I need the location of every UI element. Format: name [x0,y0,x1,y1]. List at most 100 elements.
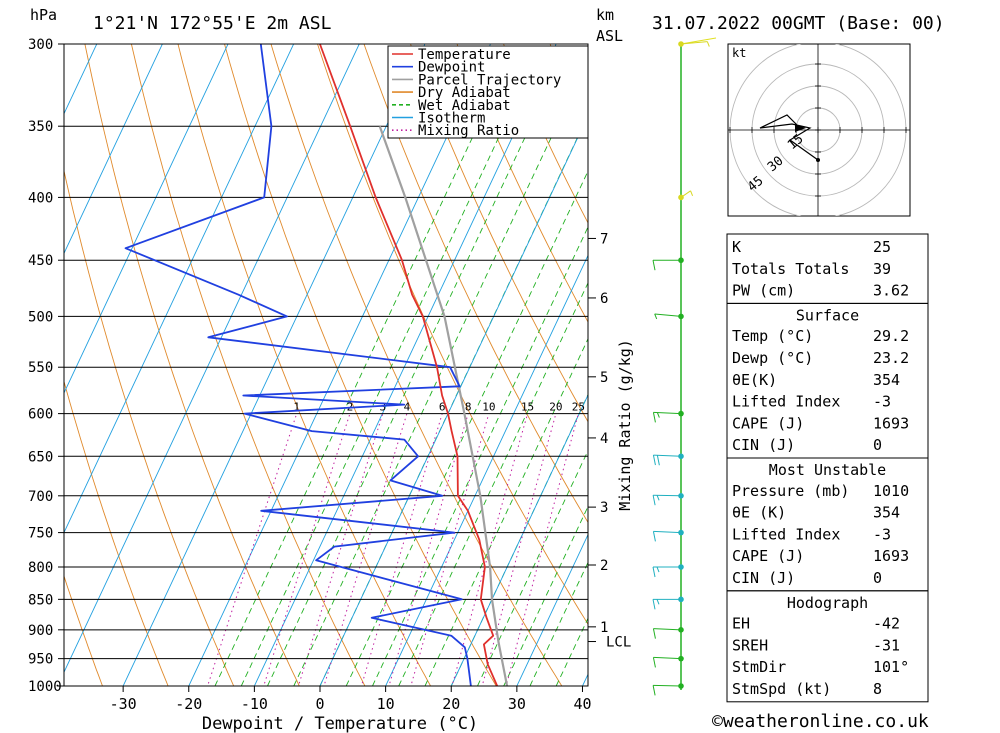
isotherm [64,44,295,534]
mixing-ratio-label: 10 [482,401,495,414]
wet-adiabat [529,561,588,686]
mixing-ratio-line [360,413,443,686]
barb-shaft [680,190,691,198]
table-value: 354 [873,371,900,389]
isotherm [64,44,98,115]
mixing-ratio-label: 20 [549,401,562,414]
pressure-tick-label: 400 [28,190,53,206]
barb-station [678,410,684,417]
table-value: 101° [873,658,909,676]
height-unit-asl: ASL [596,27,623,45]
barb-shaft [654,313,682,317]
x-tick-label: -20 [175,695,202,713]
table-label: StmDir [732,658,786,676]
table-value: 1693 [873,547,909,565]
table-label: K [732,238,741,256]
table-section-title: Hodograph [787,594,868,612]
pressure-tick-label: 850 [28,592,53,608]
km-tick-label: 6 [600,291,608,307]
table-label: Dewp (°C) [732,349,813,367]
hodograph-trace [759,114,819,161]
mixing-ratio-line [451,413,529,686]
barb-flag [652,495,656,506]
legend-label: Dewpoint [418,60,485,76]
mixing-ratio-label: 6 [439,401,446,414]
table-label: CIN (J) [732,436,795,454]
x-tick-label: -10 [241,695,268,713]
dry-adiabat [317,44,588,626]
km-tick-label: LCL [606,635,631,651]
barb-flag [690,190,694,197]
table-value: 25 [873,238,891,256]
barb-flag [656,455,660,466]
legend-label: Dry Adiabat [418,85,511,101]
barb-shaft [653,530,682,534]
table-label: StmSpd (kt) [732,680,831,698]
table-value: 3.62 [873,282,909,300]
km-tick-label: 1 [600,620,608,636]
barb-flag [656,412,660,418]
barb-shaft [653,656,682,660]
legend-label: Wet Adiabat [418,98,511,114]
barb-flag [706,41,710,47]
table-section-title: Surface [796,306,859,324]
barb-flag [652,657,656,668]
km-tick-label: 7 [600,231,608,247]
hodograph-end [816,158,820,162]
isotherm [64,44,163,255]
indices-table: K 25 Totals Totals 39 PW (cm) 3.62 Surface Temp… [726,233,929,703]
height-unit-km: km [596,6,614,24]
dry-adiabat [503,44,588,224]
table-label: SREH [732,636,768,654]
table-section-title: Most Unstable [769,461,886,479]
mixing-ratio-line [388,413,469,686]
legend-label: Temperature [418,47,511,63]
copyright: ©weatheronline.co.uk [712,711,929,732]
km-tick-label: 2 [600,558,608,574]
table-value: 1010 [873,482,909,500]
mixing-ratio-line [297,413,384,686]
barb-flag [652,531,656,542]
barb-flag [652,260,656,271]
table-label: Lifted Index [732,393,840,411]
storm-motion-marker [795,124,806,132]
table-label: Pressure (mb) [732,482,849,500]
isotherm [122,44,426,686]
km-tick-label: 4 [600,431,608,447]
table-box [726,590,929,703]
x-tick-label: 0 [315,695,324,713]
x-tick-label: 40 [573,695,591,713]
isotherm [516,533,588,686]
barb-flag [652,628,656,639]
pressure-tick-label: 500 [28,309,53,325]
dry-adiabat [270,44,563,686]
pressure-tick-label: 600 [28,407,53,423]
temperature-line [319,44,499,686]
barb-shaft [653,494,682,497]
table-label: θE(K) [732,371,777,389]
table-value: -3 [873,393,891,411]
table-value: 0 [873,569,882,587]
table-value: 0 [873,436,882,454]
dry-adiabat [177,44,432,686]
km-tick-label: 5 [600,370,608,386]
pressure-unit: hPa [30,6,57,24]
table-value: 354 [873,504,900,522]
dewpoint-line [124,44,472,686]
wind-barbs [652,37,717,696]
table-value: 39 [873,260,891,278]
pressure-tick-label: 700 [28,489,53,505]
x-tick-label: 10 [377,695,395,713]
table-label: Temp (°C) [732,327,813,345]
barb-station [678,493,684,499]
barb-flag [652,566,656,578]
table-value: 29.2 [873,327,909,345]
mixing-ratio-label: 15 [521,401,534,414]
barb-station [678,313,684,320]
dry-adiabat [64,379,169,686]
barb-shaft [653,628,682,631]
barb-flag [656,566,660,573]
barb-shaft [680,41,708,45]
mixing-ratio-line [323,413,408,686]
